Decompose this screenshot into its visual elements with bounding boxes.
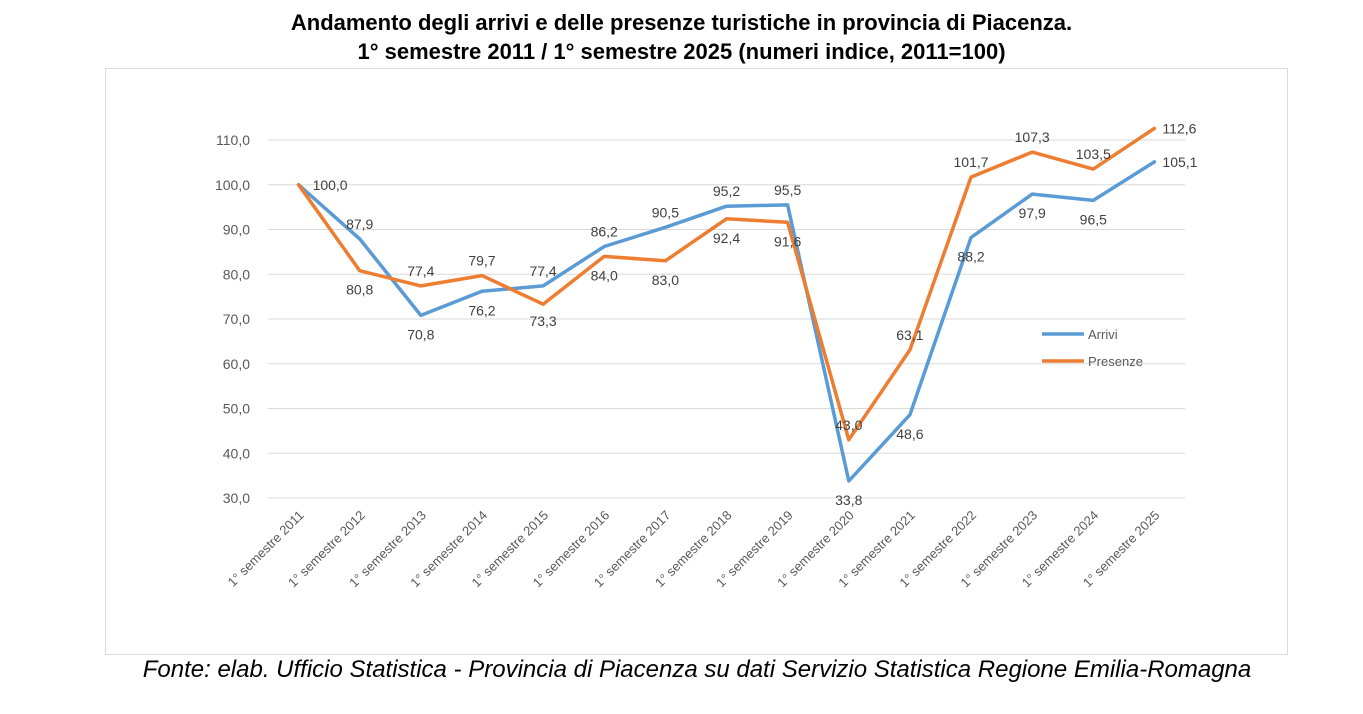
source-note: Fonte: elab. Ufficio Statistica - Provin… [142, 656, 1252, 683]
data-label-arrivi: 48,6 [896, 426, 923, 442]
data-label-presenze: 63,1 [896, 327, 923, 343]
y-tick-label: 110,0 [216, 132, 250, 148]
y-tick-label: 30,0 [223, 490, 250, 506]
data-label-arrivi: 105,1 [1162, 154, 1197, 170]
data-label-presenze: 91,6 [774, 233, 801, 249]
data-label-presenze: 77,4 [407, 263, 434, 279]
chart-frame [105, 68, 1288, 655]
data-label-presenze: 79,7 [468, 253, 495, 269]
data-label-arrivi: 33,8 [835, 492, 862, 508]
y-tick-label: 100,0 [215, 177, 250, 193]
legend-label-presenze: Presenze [1088, 354, 1143, 369]
data-label-arrivi: 96,5 [1080, 211, 1107, 227]
data-label-arrivi: 88,2 [957, 249, 984, 265]
data-label-arrivi: 70,8 [407, 326, 434, 342]
data-label-presenze: 84,0 [591, 267, 618, 283]
y-tick-label: 70,0 [223, 311, 250, 327]
data-label-presenze: 100,0 [313, 177, 348, 193]
series-line-arrivi [296, 160, 1157, 483]
chart-title-line-2: 1° semestre 2011 / 1° semestre 2025 (num… [357, 39, 1006, 64]
data-label-presenze: 92,4 [713, 230, 740, 246]
data-label-arrivi: 90,5 [652, 204, 679, 220]
y-tick-label: 50,0 [223, 401, 250, 417]
data-label-presenze: 101,7 [954, 154, 989, 170]
data-label-arrivi: 97,9 [1019, 205, 1046, 221]
y-tick-label: 40,0 [223, 445, 250, 461]
data-label-presenze: 83,0 [652, 272, 679, 288]
y-tick-label: 90,0 [223, 222, 250, 238]
data-label-presenze: 103,5 [1076, 146, 1111, 162]
chart-title-line-1: Andamento degli arrivi e delle presenze … [290, 10, 1073, 35]
series-line-presenze [296, 126, 1157, 442]
chart-title: Andamento degli arrivi e delle presenze … [0, 8, 1363, 66]
data-label-arrivi: 77,4 [529, 263, 556, 279]
legend-label-arrivi: Arrivi [1088, 327, 1118, 342]
data-label-arrivi: 86,2 [591, 224, 618, 240]
data-label-presenze: 73,3 [529, 313, 556, 329]
data-label-arrivi: 95,5 [774, 182, 801, 198]
data-label-presenze: 43,0 [835, 417, 862, 433]
data-label-arrivi: 87,9 [346, 216, 373, 232]
data-label-arrivi: 76,2 [468, 302, 495, 318]
data-label-arrivi: 95,2 [713, 183, 740, 199]
y-tick-label: 60,0 [223, 356, 250, 372]
data-label-presenze: 112,6 [1162, 120, 1196, 136]
y-tick-label: 80,0 [223, 266, 250, 282]
data-label-presenze: 107,3 [1015, 129, 1050, 145]
data-label-presenze: 80,8 [346, 282, 373, 298]
